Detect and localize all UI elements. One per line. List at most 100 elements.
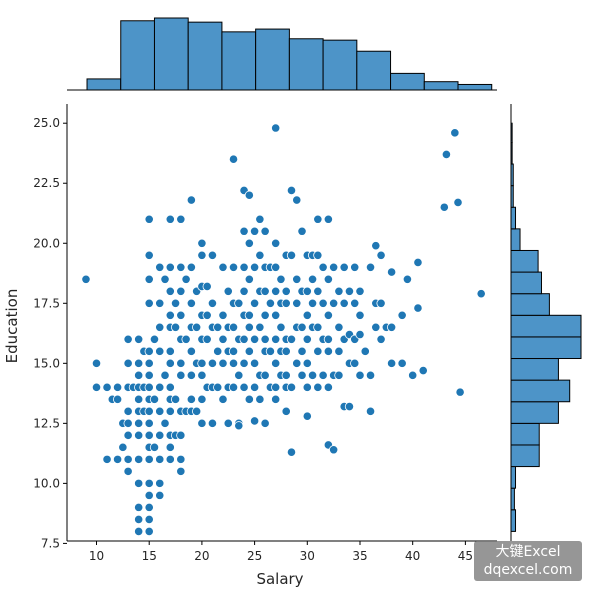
scatter-point [155, 322, 165, 332]
scatter-point [271, 358, 281, 368]
scatter-point [376, 334, 386, 344]
scatter-point [228, 346, 239, 356]
scatter-point [260, 310, 270, 320]
scatter-point [197, 250, 207, 260]
scatter-point [397, 310, 407, 320]
x-tick-label: 25 [247, 549, 262, 563]
scatter-point [408, 370, 418, 380]
scatter-point [134, 454, 144, 464]
scatter-point [302, 382, 312, 392]
scatter-point [165, 358, 175, 368]
scatter-point [318, 298, 328, 308]
scatter-point [186, 262, 196, 272]
scatter-point [281, 370, 291, 380]
scatter-point [102, 382, 112, 392]
scatter-point [186, 346, 196, 356]
salary-hist-bar [457, 83, 493, 91]
scatter-point [165, 406, 175, 416]
scatter-point [249, 382, 260, 392]
scatter-point [307, 370, 318, 380]
scatter-point [123, 334, 133, 344]
scatter-point [387, 267, 397, 277]
scatter-point [144, 490, 154, 500]
scatter-point [276, 322, 286, 332]
scatter-point [144, 298, 154, 308]
scatter-point [402, 274, 413, 284]
scatter-point [144, 370, 154, 380]
education-hist-bar [510, 336, 582, 360]
scatter-point [165, 346, 175, 356]
education-hist-bar [510, 487, 515, 511]
scatter-point [271, 286, 281, 296]
scatter-point [123, 406, 133, 416]
salary-hist-bar [255, 28, 290, 91]
scatter-point [313, 286, 323, 296]
scatter-point [334, 286, 344, 296]
scatter-point [249, 334, 260, 344]
scatter-point [244, 394, 254, 404]
scatter-point [260, 370, 270, 380]
scatter-point [313, 382, 323, 392]
scatter-point [202, 334, 212, 344]
scatter-point [112, 382, 123, 392]
scatter-point [413, 257, 423, 268]
scatter-point [186, 298, 196, 308]
x-tick-label: 40 [405, 549, 420, 563]
watermark: 大键Excel dqexcel.com [474, 541, 582, 581]
education-hist-bar [510, 228, 521, 251]
scatter-point [271, 382, 281, 392]
scatter-point [365, 406, 376, 416]
scatter-point [176, 430, 186, 440]
x-tick-label: 45 [458, 549, 473, 563]
scatter-point [207, 298, 218, 308]
scatter-point [134, 502, 144, 512]
scatter-point [292, 195, 302, 205]
scatter-point [118, 442, 128, 452]
scatter-point [239, 382, 249, 392]
scatter-point [197, 418, 207, 428]
education-hist-bar [510, 358, 559, 381]
scatter-point [244, 238, 254, 248]
scatter-point [249, 226, 260, 236]
scatter-point [239, 262, 249, 272]
scatter-point [350, 358, 360, 368]
salary-hist-bar [322, 39, 358, 91]
y-tick-label: 25.0 [33, 116, 60, 130]
scatter-point [323, 334, 333, 344]
salary-hist-bar [187, 21, 223, 91]
scatter-point [144, 214, 154, 224]
scatter-point [228, 382, 239, 392]
scatter-point [160, 418, 170, 428]
scatter-point [344, 286, 355, 296]
salary-hist-bar [153, 17, 189, 91]
scatter-point [176, 262, 186, 272]
scatter-point [255, 214, 265, 224]
scatter-point [302, 358, 312, 368]
scatter-point [176, 466, 186, 476]
scatter-point [334, 322, 344, 332]
scatter-point [271, 238, 281, 248]
scatter-point [155, 490, 165, 500]
scatter-point [134, 334, 144, 344]
scatter-point [91, 382, 102, 392]
scatter-point [371, 241, 381, 251]
salary-hist-bar [356, 50, 392, 91]
scatter-point [271, 394, 281, 404]
scatter-point [112, 454, 123, 464]
scatter-point [323, 382, 333, 392]
scatter-points [81, 123, 486, 536]
y-tick-label: 17.5 [33, 296, 60, 310]
scatter-point [271, 123, 281, 133]
watermark-line-1: 大键Excel [495, 544, 561, 560]
scatter-point [281, 298, 291, 308]
scatter-point [144, 346, 154, 356]
scatter-point [355, 310, 365, 320]
scatter-point [260, 418, 270, 428]
scatter-point [207, 358, 218, 368]
scatter-point [234, 298, 244, 308]
scatter-point [134, 430, 144, 440]
scatter-point [123, 358, 133, 368]
scatter-point [155, 454, 165, 464]
scatter-point [149, 334, 160, 344]
scatter-point [365, 370, 376, 380]
